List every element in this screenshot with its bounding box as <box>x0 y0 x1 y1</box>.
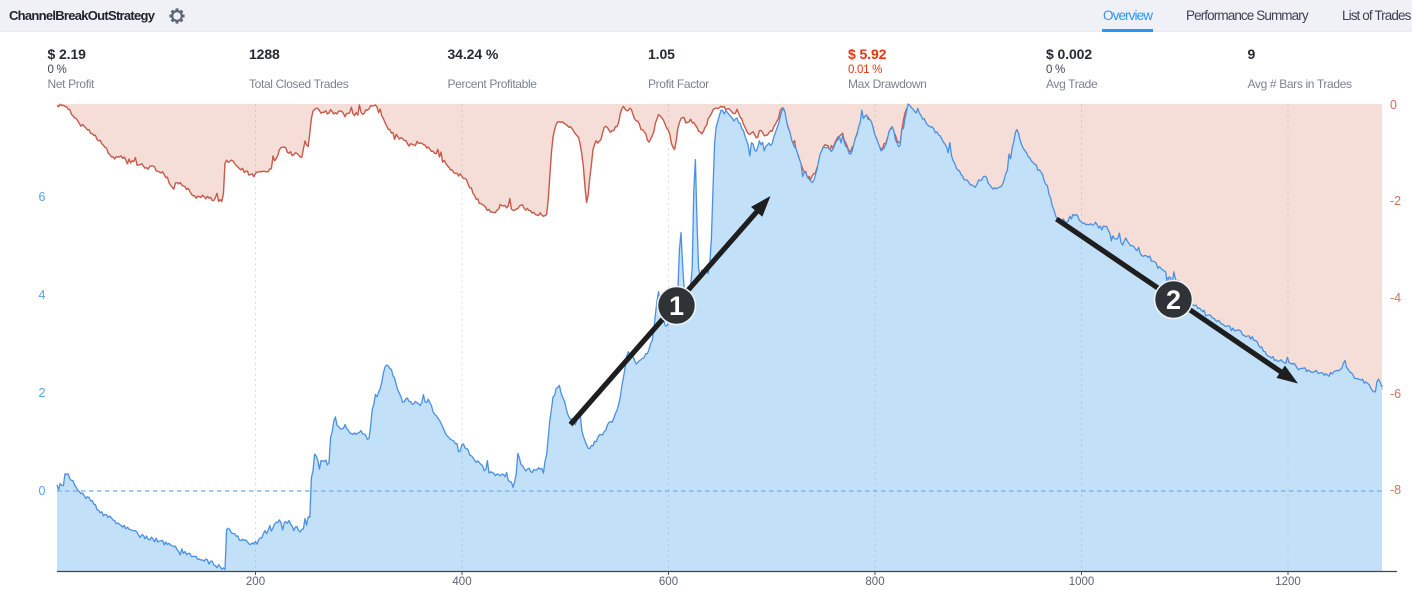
svg-text:6: 6 <box>39 190 46 204</box>
svg-text:400: 400 <box>452 576 471 588</box>
svg-text:200: 200 <box>246 576 265 588</box>
svg-text:-6: -6 <box>1390 387 1401 401</box>
svg-text:2: 2 <box>1166 285 1181 315</box>
svg-text:-8: -8 <box>1390 483 1401 497</box>
svg-text:-4: -4 <box>1390 291 1401 305</box>
svg-text:1000: 1000 <box>1069 576 1095 588</box>
svg-text:0: 0 <box>39 484 46 498</box>
svg-text:600: 600 <box>659 576 678 588</box>
svg-text:0: 0 <box>1390 100 1397 112</box>
svg-text:1: 1 <box>669 291 684 321</box>
svg-text:-2: -2 <box>1390 194 1401 208</box>
svg-text:4: 4 <box>39 288 46 302</box>
svg-text:800: 800 <box>865 576 884 588</box>
svg-text:2: 2 <box>39 386 46 400</box>
svg-text:1200: 1200 <box>1275 576 1301 588</box>
